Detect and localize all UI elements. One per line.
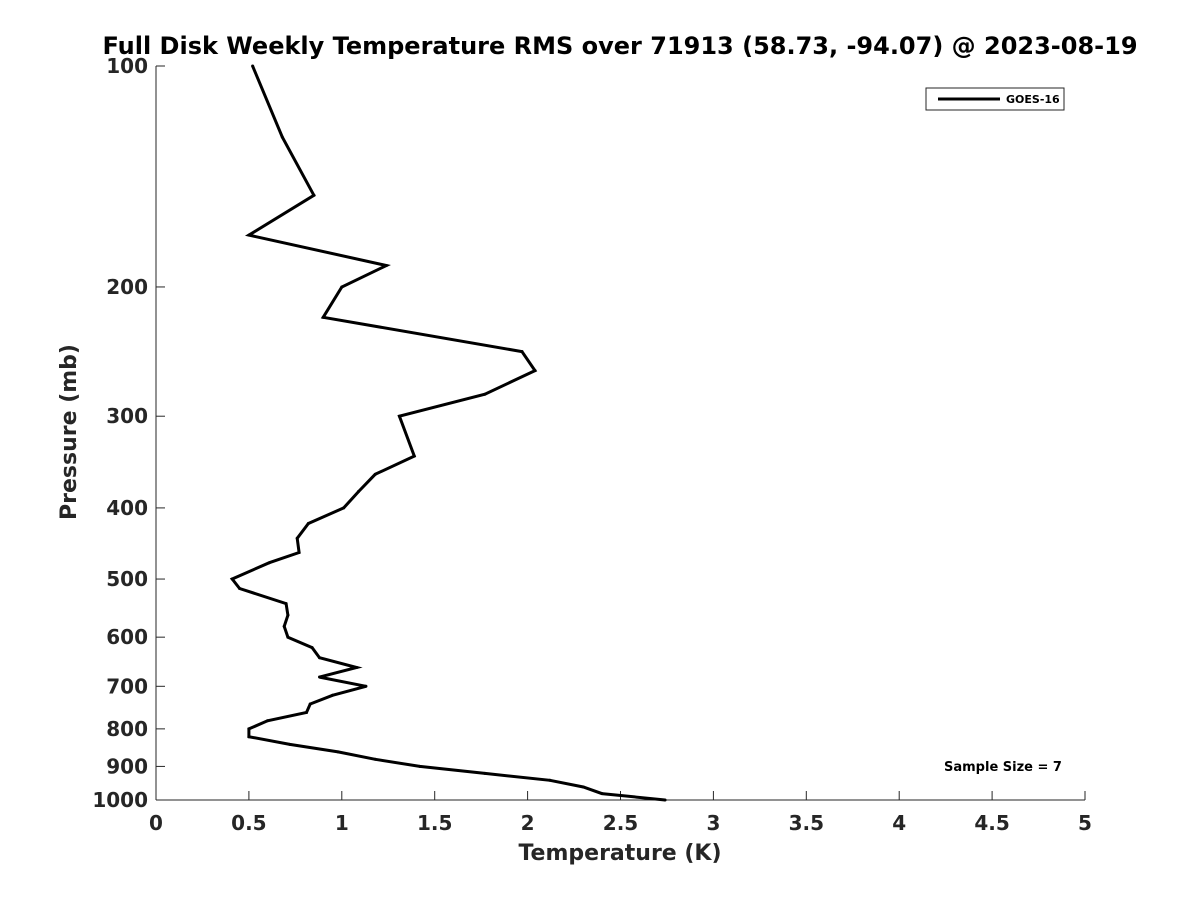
x-tick-label: 0.5 (231, 811, 266, 835)
series-layer (229, 64, 667, 802)
y-tick-label: 600 (106, 625, 148, 649)
data-point (308, 702, 312, 706)
x-tick-label: 2 (521, 811, 535, 835)
data-point (321, 315, 325, 319)
axes: 0 0.5 1 1.5 2 2.5 3 3.5 4 4.5 5 100 200 300 400 500 600 7… (92, 54, 1092, 835)
data-point (600, 792, 604, 796)
data-point (282, 624, 286, 628)
y-tick-label: 900 (106, 754, 148, 778)
data-point (342, 506, 346, 510)
data-point (280, 135, 284, 139)
y-tick-label: 500 (106, 567, 148, 591)
data-point (397, 414, 401, 418)
data-point (230, 577, 234, 581)
data-point (336, 750, 340, 754)
x-tick-label: 1 (335, 811, 349, 835)
data-point (418, 764, 422, 768)
data-point (265, 719, 269, 723)
data-point (251, 64, 255, 68)
x-tick-label: 0 (149, 811, 163, 835)
x-tick-label: 4.5 (974, 811, 1009, 835)
data-point (306, 521, 310, 525)
data-point (533, 369, 537, 373)
legend-label-goes-16: GOES-16 (1006, 93, 1060, 106)
x-tick-label: 2.5 (603, 811, 638, 835)
data-point (286, 635, 290, 639)
x-axis-label: Temperature (K) (518, 841, 721, 866)
data-point (384, 264, 388, 268)
data-point (364, 684, 368, 688)
data-point (357, 490, 361, 494)
data-point (663, 798, 667, 802)
data-point (295, 536, 299, 540)
data-point (340, 285, 344, 289)
data-point (267, 561, 271, 565)
x-tick-label: 3.5 (789, 811, 824, 835)
x-tick-label: 4 (892, 811, 906, 835)
y-tick-label: 100 (106, 54, 148, 78)
data-point (483, 771, 487, 775)
data-point (286, 613, 290, 617)
y-tick-label: 300 (106, 404, 148, 428)
legend: GOES-16 (925, 87, 1065, 111)
chart-title: Full Disk Weekly Temperature RMS over 71… (102, 32, 1137, 60)
data-point (310, 646, 314, 650)
data-point (581, 785, 585, 789)
data-point (312, 193, 316, 197)
data-point (297, 550, 301, 554)
data-point (373, 472, 377, 476)
data-point (304, 711, 308, 715)
y-tick-label: 200 (106, 275, 148, 299)
data-point (284, 602, 288, 606)
x-tick-label: 5 (1078, 811, 1092, 835)
data-point (247, 727, 251, 731)
x-tick-label: 1.5 (417, 811, 452, 835)
x-tick-label: 3 (706, 811, 720, 835)
data-point (373, 757, 377, 761)
data-point (412, 454, 416, 458)
sample-size-annotation: Sample Size = 7 (944, 760, 1062, 775)
y-tick-label: 800 (106, 717, 148, 741)
data-point (483, 392, 487, 396)
series-line-goes-16 (229, 65, 666, 802)
data-point (520, 350, 524, 354)
data-point (318, 675, 322, 679)
y-tick-label: 700 (106, 674, 148, 698)
y-tick-label: 1000 (92, 788, 148, 812)
data-point (247, 735, 251, 739)
data-point (238, 586, 242, 590)
data-point (288, 742, 292, 746)
data-point (318, 656, 322, 660)
data-point (331, 693, 335, 697)
y-tick-label: 400 (106, 496, 148, 520)
data-point (548, 778, 552, 782)
data-point (247, 233, 251, 237)
y-axis-label: Pressure (mb) (57, 344, 82, 520)
data-point (355, 666, 359, 670)
